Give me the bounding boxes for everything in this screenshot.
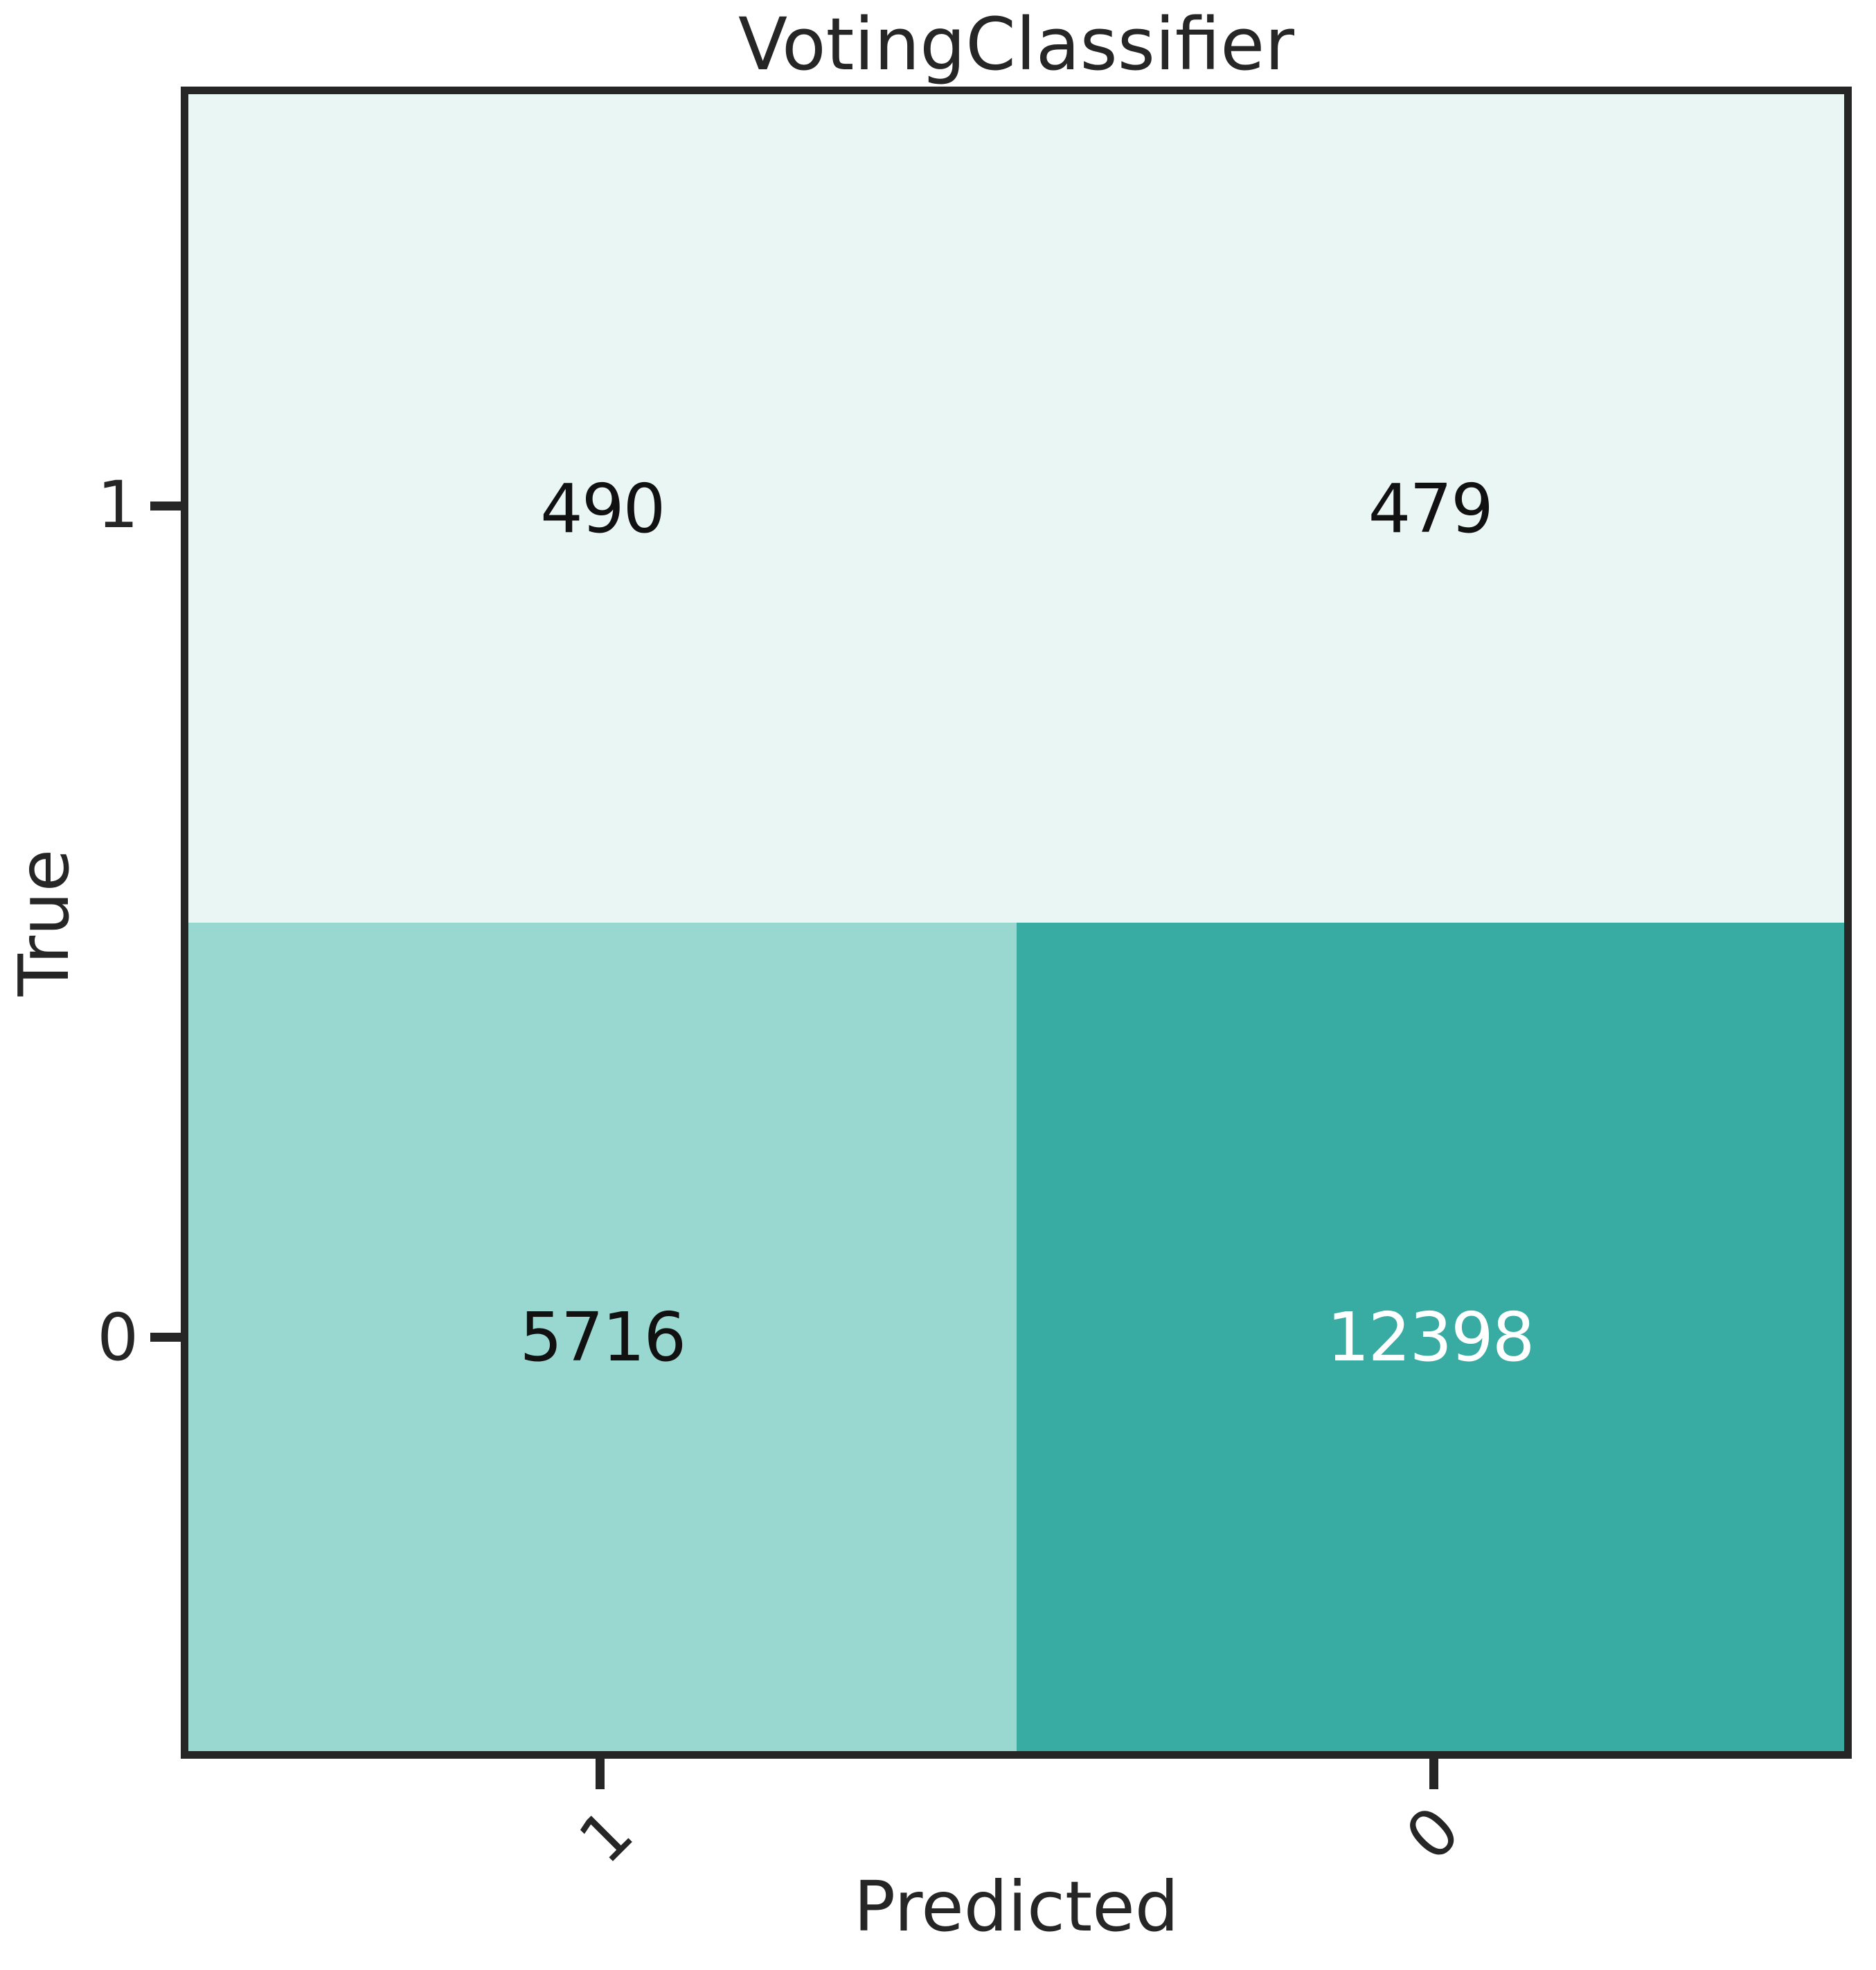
heatmap-plot: 490 479 5716 12398: [181, 87, 1852, 1759]
x-tick-mark-1: [596, 1759, 605, 1789]
y-tick-mark-0: [150, 1333, 181, 1342]
y-axis-label: True: [3, 849, 84, 997]
cell-value-true1-pred0: 479: [1368, 469, 1494, 548]
matrix-cell-true0-pred0: 12398: [1016, 923, 1844, 1751]
x-tick-mark-0: [1429, 1759, 1438, 1789]
y-tick-label-0: 0: [97, 1300, 139, 1376]
x-tick-label-1: 1: [564, 1795, 648, 1879]
chart-title: VotingClassifier: [738, 2, 1295, 87]
x-tick-label-0: 0: [1391, 1792, 1475, 1876]
matrix-cell-true0-pred1: 5716: [188, 923, 1017, 1751]
x-axis-label: Predicted: [853, 1866, 1179, 1947]
cell-value-true0-pred0: 12398: [1326, 1297, 1535, 1376]
y-tick-mark-1: [150, 502, 181, 511]
y-tick-label-1: 1: [97, 468, 139, 543]
cell-value-true1-pred1: 490: [540, 469, 665, 548]
matrix-cell-true1-pred1: 490: [188, 94, 1017, 923]
cell-value-true0-pred1: 5716: [519, 1297, 686, 1376]
matrix-cell-true1-pred0: 479: [1016, 94, 1844, 923]
